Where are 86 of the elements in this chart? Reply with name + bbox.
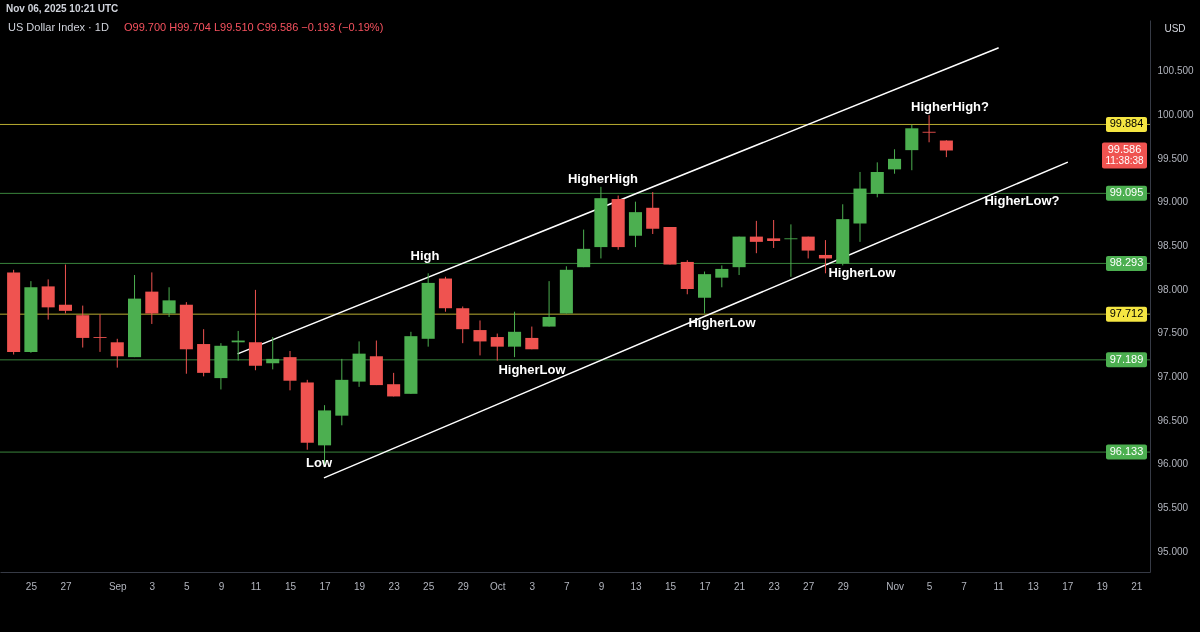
y-tick-label: 97.500: [1157, 327, 1189, 339]
x-tick-label: 27: [60, 580, 72, 592]
x-tick-label: 5: [184, 580, 191, 592]
candlestick: [283, 350, 297, 391]
chart-title: US Dollar Index · 1D: [8, 21, 109, 33]
x-tick-label: 21: [734, 580, 746, 592]
x-tick-label: 13: [630, 580, 642, 592]
candlestick: [41, 278, 55, 321]
x-tick-label: 19: [1096, 580, 1109, 592]
candlestick: [145, 271, 159, 325]
x-tick-label: 17: [1062, 580, 1074, 592]
ref-line-label: 99.884: [1109, 117, 1144, 130]
ref-line-label: 97.189: [1109, 352, 1144, 365]
candlestick: [922, 114, 936, 143]
x-tick-label: Oct: [489, 580, 506, 592]
x-tick-label: 15: [664, 580, 677, 592]
ref-line-label: 98.293: [1109, 256, 1144, 269]
candlestick: [473, 319, 487, 356]
y-tick-label: 95.500: [1157, 501, 1189, 513]
x-tick-label: 21: [1131, 580, 1143, 592]
ref-line-label: 97.712: [1109, 307, 1144, 320]
x-tick-label: 29: [837, 580, 850, 592]
candlestick: [58, 264, 72, 314]
x-tick-label: 15: [284, 580, 297, 592]
x-tick-label: 3: [149, 580, 156, 592]
x-tick-label: 17: [319, 580, 332, 592]
candlestick: [93, 313, 107, 353]
x-tick-label: 25: [423, 580, 435, 592]
x-tick-label: 29: [457, 580, 470, 592]
x-tick-label: Nov: [886, 580, 904, 592]
x-tick-label: 7: [564, 580, 571, 592]
annotation: HigherLow?: [984, 193, 1060, 208]
candlestick: [76, 305, 90, 349]
y-tick-label: 100.500: [1157, 65, 1195, 77]
x-tick-label: 11: [993, 580, 1005, 592]
x-tick-label: 19: [354, 580, 366, 592]
y-tick-label: 100.000: [1157, 108, 1195, 120]
annotation: High: [410, 248, 440, 263]
annotation: HigherHigh: [567, 171, 639, 186]
x-tick-label: 9: [218, 580, 225, 592]
annotation: 11:38:38: [1105, 155, 1145, 167]
y-tick-label: 99.000: [1157, 196, 1189, 208]
annotation: HigherLow: [498, 362, 567, 377]
y-tick-label: 97.000: [1157, 370, 1189, 382]
x-tick-label: 27: [803, 580, 815, 592]
x-tick-label: 5: [926, 580, 933, 592]
y-tick-label: 98.000: [1157, 283, 1189, 295]
y-axis-title: USD: [1164, 23, 1186, 34]
x-tick-label: Sep: [108, 580, 128, 592]
x-tick-label: 25: [25, 580, 38, 592]
x-tick-label: 11: [250, 580, 262, 592]
annotation: 99.586: [1107, 143, 1142, 156]
candlestick: [767, 219, 781, 249]
y-tick-label: 96.000: [1157, 458, 1189, 470]
ref-line-label: 99.095: [1109, 186, 1144, 199]
x-tick-label: 3: [529, 580, 536, 592]
chart-subtitle: O99.700 H99.704 L99.510 C99.586 −0.193 (−0.19%): [124, 21, 384, 33]
candlestick: [749, 220, 763, 254]
candlestick: [698, 271, 712, 314]
candlestick: [110, 338, 124, 369]
annotation: HigherLow: [828, 265, 897, 280]
x-tick-label: 23: [768, 580, 781, 592]
candlestick: [248, 289, 262, 371]
candlestick: [456, 305, 470, 344]
candlestick: [490, 333, 504, 362]
annotation: HigherLow: [688, 315, 757, 330]
candlestick: [508, 311, 522, 358]
x-tick-label: 9: [598, 580, 605, 592]
x-tick-label: 17: [699, 580, 712, 592]
ref-line-label: 96.133: [1109, 445, 1144, 458]
annotation: HigherHigh?: [911, 99, 990, 114]
annotation: Low: [306, 455, 333, 470]
candlestick: [628, 201, 642, 248]
y-tick-label: 98.500: [1157, 239, 1189, 251]
candlestick: [542, 280, 556, 328]
x-tick-label: 13: [1027, 580, 1040, 592]
candlestick: [888, 148, 902, 175]
y-tick-label: 96.500: [1157, 414, 1189, 426]
x-tick-label: 23: [388, 580, 401, 592]
y-tick-label: 99.500: [1157, 152, 1189, 164]
text: Nov 06, 2025 10:21 UTC: [6, 3, 119, 14]
candlestick: [905, 124, 919, 171]
x-tick-label: 7: [961, 580, 968, 592]
y-tick-label: 95.000: [1157, 545, 1189, 557]
candlestick: [646, 191, 660, 235]
candlestick: [162, 286, 176, 318]
